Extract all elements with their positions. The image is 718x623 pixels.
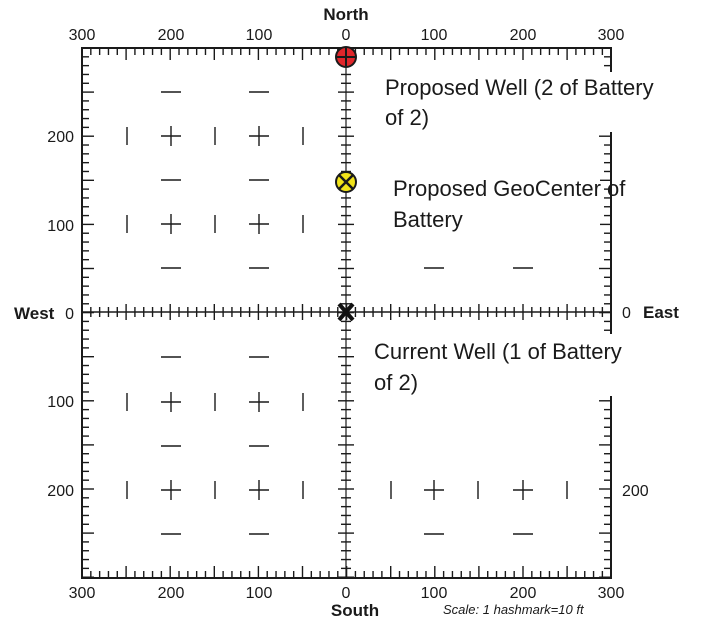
top-tick-label: 300 <box>69 27 96 44</box>
right-tick-label: 0 <box>622 305 631 322</box>
north-label: North <box>323 5 368 24</box>
left-tick-label: 100 <box>47 394 74 411</box>
bottom-tick-label: 100 <box>246 585 273 602</box>
proposed-well-note-backdrop <box>376 72 616 132</box>
west-label: West <box>14 304 55 323</box>
left-tick-label: 0 <box>65 306 74 323</box>
current-well-note-line2: of 2) <box>374 370 418 395</box>
bottom-tick-label: 0 <box>342 585 351 602</box>
bottom-tick-label: 200 <box>158 585 185 602</box>
top-tick-labels: 300 200 100 0 100 200 300 <box>69 27 625 44</box>
left-tick-label: 100 <box>47 218 74 235</box>
bottom-tick-label: 300 <box>598 585 625 602</box>
bottom-tick-labels: 300 200 100 0 100 200 300 <box>69 585 625 602</box>
current-well-x-b <box>337 302 355 322</box>
current-well-marker <box>337 302 355 322</box>
geocenter-marker <box>335 171 357 193</box>
east-label: East <box>643 303 679 322</box>
bottom-tick-label: 100 <box>421 585 448 602</box>
scale-note: Scale: 1 hashmark=10 ft <box>443 602 585 617</box>
top-tick-label: 200 <box>158 27 185 44</box>
proposed-well-note-line1: Proposed Well (2 of Battery <box>385 75 654 100</box>
right-tick-label: 200 <box>622 483 649 500</box>
left-tick-label: 200 <box>47 483 74 500</box>
south-label: South <box>331 601 379 620</box>
current-well-note-backdrop <box>366 334 616 396</box>
current-well-note-line1: Current Well (1 of Battery <box>374 339 622 364</box>
top-tick-label: 100 <box>246 27 273 44</box>
geocenter-note-line1: Proposed GeoCenter of <box>393 176 626 201</box>
bottom-tick-label: 200 <box>510 585 537 602</box>
top-tick-label: 200 <box>510 27 537 44</box>
bottom-tick-label: 300 <box>69 585 96 602</box>
proposed-well-marker <box>335 46 357 68</box>
left-tick-label: 200 <box>47 129 74 146</box>
top-tick-label: 100 <box>421 27 448 44</box>
geocenter-note-backdrop <box>380 170 600 232</box>
top-tick-label: 300 <box>598 27 625 44</box>
proposed-well-note-line2: of 2) <box>385 105 429 130</box>
geocenter-note-line2: Battery <box>393 207 463 232</box>
left-tick-labels: 200 100 0 100 200 <box>47 129 74 500</box>
geocenter-x-b <box>338 174 354 190</box>
right-tick-labels: 0 200 <box>622 305 649 500</box>
top-tick-label: 0 <box>342 27 351 44</box>
